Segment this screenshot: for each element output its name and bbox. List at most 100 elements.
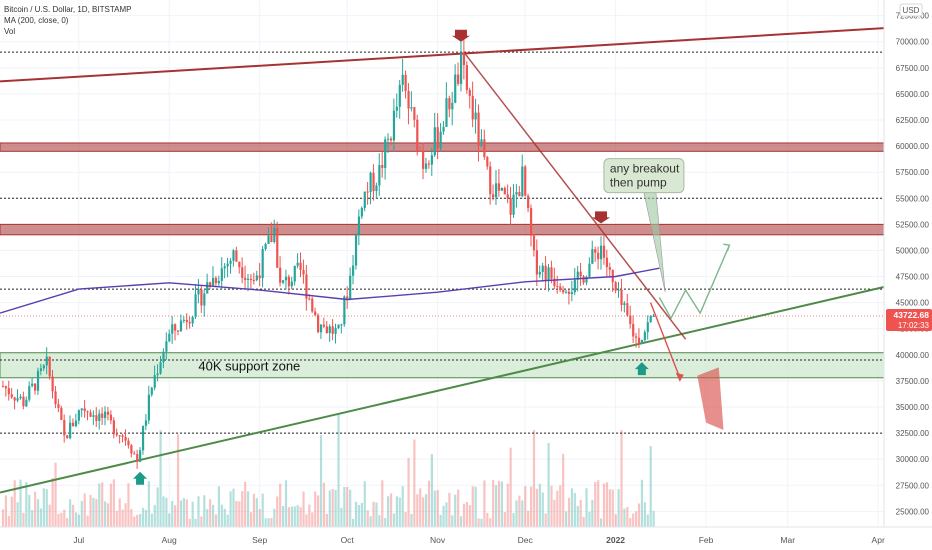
volume-bar — [649, 445, 652, 527]
volume-bar — [25, 481, 28, 527]
callout-pointer — [643, 192, 666, 293]
volume-bar — [471, 486, 474, 527]
volume-bar — [532, 430, 536, 527]
bottom-arrow-jul — [133, 471, 148, 485]
candle-body — [249, 278, 253, 280]
candle-body — [133, 453, 136, 455]
candle-body — [489, 166, 492, 195]
volume-bar — [241, 490, 244, 527]
candle-body — [229, 260, 232, 264]
price-tick-label: 67500.00 — [896, 64, 930, 73]
candle-body — [506, 194, 509, 199]
volume-bar — [500, 481, 504, 527]
price-axis-background — [884, 0, 932, 550]
candle-body — [640, 339, 644, 344]
candle-body — [174, 324, 177, 331]
candle-body — [206, 282, 209, 294]
volume-bar — [416, 494, 419, 527]
volume-bar — [71, 504, 75, 527]
volume-bar — [115, 510, 118, 527]
volume-bar — [226, 514, 229, 527]
candle-body — [398, 84, 401, 107]
volume-bar — [273, 508, 276, 527]
zones-layer — [0, 142, 885, 379]
volume-bar — [468, 505, 471, 527]
volume-bar — [206, 509, 209, 527]
volume-bar — [200, 516, 203, 527]
volume-bar — [92, 497, 95, 527]
candle-body — [652, 315, 655, 317]
candle-body — [241, 267, 244, 278]
volume-bar — [39, 508, 43, 527]
candle-body — [509, 198, 512, 215]
volume-bar — [529, 486, 533, 527]
candle-body — [538, 271, 541, 275]
volume-bar — [118, 498, 121, 527]
candle-body — [457, 74, 460, 84]
volume-bar — [48, 504, 51, 527]
volume-bar — [605, 482, 609, 527]
volume-bar — [422, 497, 425, 527]
volume-bar — [591, 499, 594, 527]
candle-body — [532, 235, 536, 251]
time-tick-label: Sep — [252, 535, 267, 545]
candle-body — [136, 454, 139, 462]
candle-body — [462, 53, 466, 66]
volume-bar — [541, 492, 544, 527]
volume-bar — [579, 500, 582, 527]
candle-body — [66, 435, 69, 439]
volume-histogram — [1, 414, 655, 527]
candle-body — [302, 270, 305, 275]
candle-body — [424, 163, 428, 169]
volume-bar — [521, 500, 524, 527]
volume-bar — [547, 442, 550, 527]
candle-body — [226, 263, 229, 267]
candle-body — [305, 274, 308, 299]
candle-body — [45, 356, 48, 366]
candle-body — [372, 172, 375, 192]
candle-body — [246, 278, 250, 280]
volume-bar — [98, 483, 101, 527]
candle-body — [290, 281, 293, 287]
volume-bar — [384, 518, 387, 527]
candle-body — [197, 289, 200, 295]
candle-body — [147, 394, 150, 421]
candle-body — [521, 166, 524, 197]
candle-body — [287, 276, 291, 287]
candle-body — [588, 263, 591, 277]
volume-bar — [246, 491, 250, 527]
time-tick-label: 2022 — [606, 535, 625, 545]
candle-body — [252, 279, 256, 281]
volume-bar — [512, 513, 515, 527]
candle-body — [594, 249, 597, 253]
volume-bar — [258, 509, 261, 527]
horizontal-levels — [0, 51, 884, 434]
candle-body — [448, 98, 451, 110]
volume-bar — [267, 518, 270, 527]
volume-bar — [319, 435, 323, 527]
candle-body — [255, 275, 258, 281]
volume-bar — [646, 514, 649, 527]
candle-body — [445, 98, 448, 127]
volume-bar — [74, 512, 78, 527]
last-price-box — [886, 308, 932, 331]
candle-body — [74, 420, 78, 427]
candle-body — [617, 289, 620, 291]
candle-body — [124, 436, 127, 441]
candle-body — [451, 102, 454, 110]
volume-bar — [518, 495, 521, 527]
volume-bar — [419, 488, 422, 527]
volume-bar — [334, 489, 337, 527]
bullish-arrow-head — [723, 243, 731, 252]
candle-body — [527, 195, 530, 209]
volume-bar — [640, 479, 644, 527]
candle-body — [171, 324, 174, 334]
candle-body — [535, 250, 539, 275]
volume-bar — [535, 488, 539, 527]
candle-body — [602, 245, 606, 258]
volume-bar — [494, 485, 498, 527]
candle-body — [57, 404, 60, 408]
